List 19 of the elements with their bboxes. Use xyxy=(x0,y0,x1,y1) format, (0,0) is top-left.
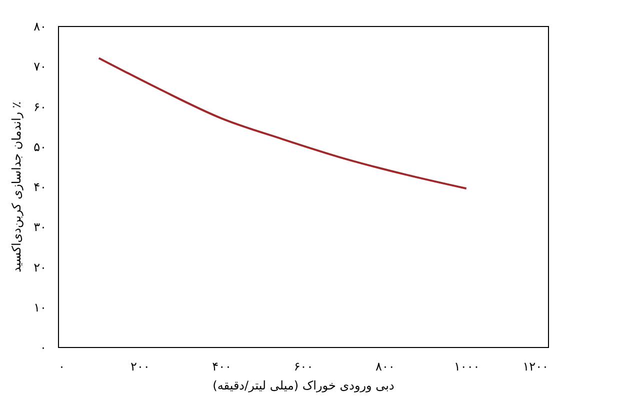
x-tick-label: ۲۰۰ xyxy=(130,360,150,374)
x-tick-label: ۶۰۰ xyxy=(294,360,314,374)
x-tick-label: ۱۰۰۰ xyxy=(454,360,480,374)
y-axis-title: راندمان جداسازی کربن‌دی‌اکسید ٪ xyxy=(10,102,24,272)
y-tick-label: ۰ xyxy=(40,340,46,354)
y-tick-label: ۲۰ xyxy=(34,260,46,274)
x-tick-label: ۱۲۰۰ xyxy=(522,360,548,374)
y-tick-label: ۳۰ xyxy=(34,220,46,234)
y-tick-label: ۷۰ xyxy=(34,60,46,74)
y-tick-label: ۵۰ xyxy=(34,140,46,154)
line-series xyxy=(98,57,468,190)
y-tick-label: ۱۰ xyxy=(34,300,46,314)
y-tick-label: ۸۰ xyxy=(34,20,46,34)
x-tick-label: ۴۰۰ xyxy=(212,360,232,374)
y-tick-label: ۶۰ xyxy=(34,100,46,114)
x-tick-label: ۸۰۰ xyxy=(375,360,395,374)
y-tick-label: ۴۰ xyxy=(34,180,46,194)
x-tick-label: ۰ xyxy=(58,360,65,374)
x-axis-title: دبی ورودی خوراک (میلی لیتر/دقیقه) xyxy=(212,378,394,392)
